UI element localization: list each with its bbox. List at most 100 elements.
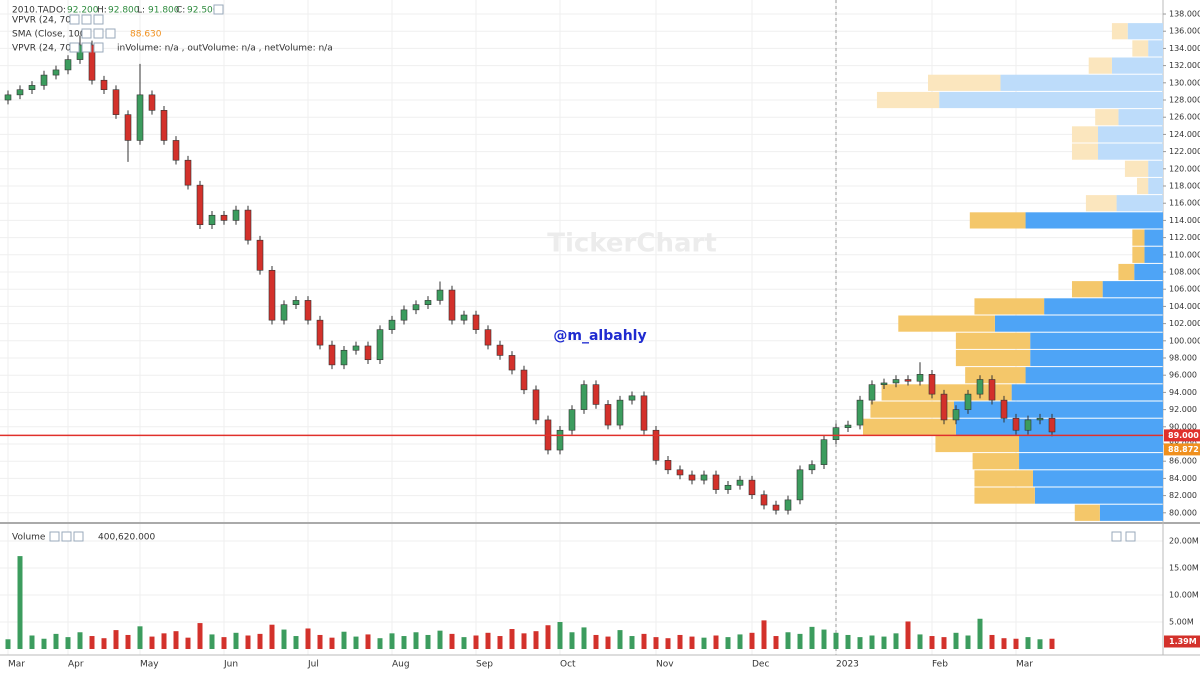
x-tick-label: Feb (932, 660, 948, 670)
candle-body (52, 69, 60, 76)
profile-down (972, 453, 1020, 470)
candle-body (208, 214, 216, 226)
volume-bar (425, 634, 431, 650)
profile-up (1030, 349, 1163, 367)
candle-body (448, 289, 456, 321)
profile-up (1032, 470, 1163, 487)
volume-bar (893, 633, 899, 650)
y-tick-label: 106.000 (1169, 285, 1200, 294)
profile-up (1019, 435, 1163, 453)
y-tick-label: 80.000 (1169, 508, 1197, 517)
volume-bar (1001, 638, 1007, 650)
candle-body (880, 382, 888, 385)
icon[interactable] (1125, 531, 1136, 542)
candle-body (364, 345, 372, 361)
volume-bar (173, 631, 179, 650)
volume-bar (257, 633, 263, 650)
candle-body (472, 314, 480, 330)
candle-body (424, 300, 432, 305)
candle-body (184, 159, 192, 186)
ohlc-value: 91.800 (148, 6, 180, 16)
icon[interactable] (81, 28, 92, 39)
profile-down (1071, 126, 1098, 143)
y-tick-label: 130.000 (1169, 78, 1200, 87)
candle-body (484, 329, 492, 346)
volume-label: 1.39M (1169, 637, 1197, 646)
icon[interactable] (61, 531, 72, 542)
x-tick-label: Mar (1016, 660, 1033, 670)
profile-down (870, 401, 955, 418)
candle-body (1036, 417, 1044, 421)
candle-body (940, 393, 948, 421)
icon[interactable] (81, 14, 92, 25)
candle-body (196, 184, 204, 226)
y-tick-label: 112.000 (1169, 233, 1200, 242)
profile-up (1097, 126, 1163, 143)
profile-up (955, 418, 1163, 435)
x-tick-label: Jul (307, 660, 319, 670)
icon[interactable] (81, 42, 92, 53)
y-tick-label: 100.000 (1169, 336, 1200, 345)
volume-bar (749, 632, 755, 650)
volume-bar (833, 632, 839, 650)
candle-body (628, 395, 636, 401)
y-tick-label: 128.000 (1169, 96, 1200, 105)
volume-bar (557, 622, 563, 650)
y-tick-label: 10.00M (1169, 590, 1199, 599)
icon[interactable] (105, 28, 116, 39)
candle-body (40, 74, 48, 86)
volume-bar (905, 621, 911, 650)
profile-down (1071, 281, 1103, 298)
candle-body (832, 427, 840, 441)
candle-body (328, 344, 336, 366)
y-tick-label: 20.00M (1169, 536, 1199, 545)
profile-down (1136, 177, 1149, 195)
icon[interactable] (1111, 531, 1122, 542)
profile-down (898, 315, 995, 332)
volume-bar (713, 635, 719, 650)
volume-bar (461, 637, 467, 650)
volume-bar (77, 632, 83, 650)
icon[interactable] (49, 531, 60, 542)
candle-body (916, 374, 924, 382)
price-label-box (1164, 443, 1200, 456)
profile-up (1118, 109, 1163, 126)
candle-body (220, 214, 228, 221)
profile-down (1074, 504, 1100, 521)
volume-bar (29, 635, 35, 650)
candle-body (160, 110, 168, 141)
profile-down (974, 470, 1033, 487)
y-tick-label: 110.000 (1169, 250, 1200, 259)
icon[interactable] (93, 14, 104, 25)
profile-down (969, 212, 1026, 229)
icon[interactable] (73, 531, 84, 542)
volume-bar (1025, 637, 1031, 650)
profile-down (1132, 40, 1149, 57)
icon[interactable] (213, 4, 224, 15)
candle-body (784, 499, 792, 511)
candle-body (172, 140, 180, 161)
candle-body (640, 395, 648, 431)
x-tick-label: Apr (68, 660, 84, 670)
volume-bar (53, 633, 59, 650)
icon[interactable] (69, 14, 80, 25)
volume-bar (149, 636, 155, 650)
candle-body (4, 94, 12, 101)
profile-down (863, 418, 956, 435)
ohlc-value: 92.800 (108, 6, 140, 16)
volume-bar (125, 634, 131, 650)
profile-up (1030, 332, 1163, 349)
candle-body (772, 504, 780, 511)
icon[interactable] (93, 42, 104, 53)
icon[interactable] (93, 28, 104, 39)
volume-bar (881, 636, 887, 650)
icon[interactable] (69, 42, 80, 53)
candle-body (904, 379, 912, 382)
profile-down (1124, 160, 1149, 177)
candle-body (580, 384, 588, 410)
profile-up (1011, 384, 1163, 401)
volume-bar (5, 639, 11, 650)
volume-bar (41, 638, 47, 650)
profile-down (1085, 195, 1117, 212)
